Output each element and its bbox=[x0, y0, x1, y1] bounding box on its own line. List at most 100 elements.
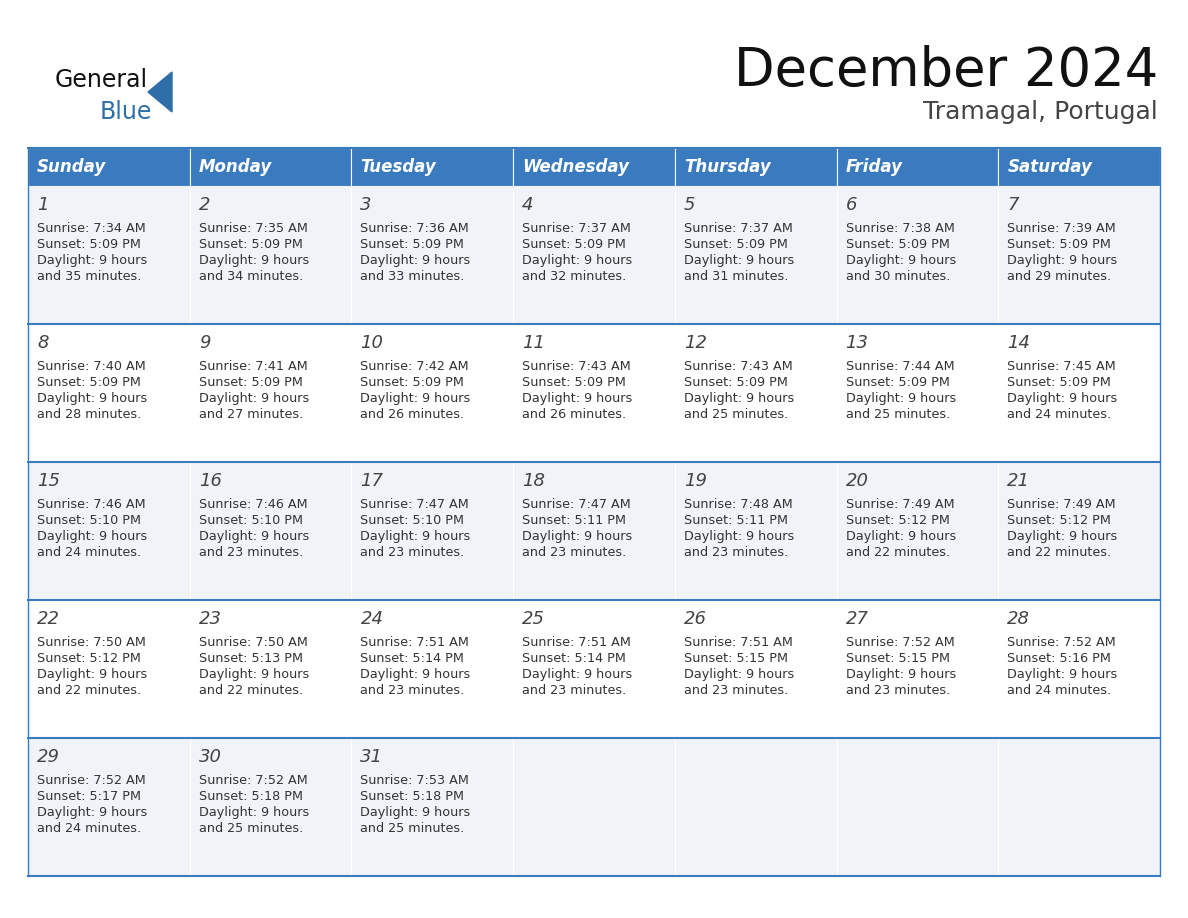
Text: and 26 minutes.: and 26 minutes. bbox=[523, 408, 626, 421]
Text: Sunset: 5:12 PM: Sunset: 5:12 PM bbox=[846, 514, 949, 527]
Text: and 25 minutes.: and 25 minutes. bbox=[684, 408, 788, 421]
Text: Daylight: 9 hours: Daylight: 9 hours bbox=[846, 392, 956, 405]
Text: and 23 minutes.: and 23 minutes. bbox=[684, 546, 788, 559]
Text: Sunrise: 7:51 AM: Sunrise: 7:51 AM bbox=[523, 636, 631, 649]
Bar bbox=[190, 148, 352, 186]
Text: 7: 7 bbox=[1007, 196, 1019, 214]
Text: 19: 19 bbox=[684, 472, 707, 490]
Text: Daylight: 9 hours: Daylight: 9 hours bbox=[846, 254, 956, 267]
Text: and 24 minutes.: and 24 minutes. bbox=[37, 822, 141, 835]
Text: 5: 5 bbox=[684, 196, 695, 214]
Text: 6: 6 bbox=[846, 196, 857, 214]
Text: Sunset: 5:09 PM: Sunset: 5:09 PM bbox=[360, 376, 465, 389]
Text: Sunrise: 7:51 AM: Sunrise: 7:51 AM bbox=[684, 636, 792, 649]
Text: and 25 minutes.: and 25 minutes. bbox=[360, 822, 465, 835]
Text: 22: 22 bbox=[37, 610, 61, 628]
Text: Sunset: 5:12 PM: Sunset: 5:12 PM bbox=[1007, 514, 1111, 527]
Text: and 23 minutes.: and 23 minutes. bbox=[684, 684, 788, 697]
Text: Sunset: 5:14 PM: Sunset: 5:14 PM bbox=[360, 652, 465, 665]
Text: 15: 15 bbox=[37, 472, 61, 490]
Text: Daylight: 9 hours: Daylight: 9 hours bbox=[1007, 392, 1118, 405]
Text: Sunset: 5:09 PM: Sunset: 5:09 PM bbox=[360, 238, 465, 251]
Text: Daylight: 9 hours: Daylight: 9 hours bbox=[198, 392, 309, 405]
Text: Daylight: 9 hours: Daylight: 9 hours bbox=[846, 668, 956, 681]
Text: 8: 8 bbox=[37, 334, 49, 352]
Text: and 34 minutes.: and 34 minutes. bbox=[198, 270, 303, 283]
Text: Sunrise: 7:34 AM: Sunrise: 7:34 AM bbox=[37, 222, 146, 235]
Text: and 28 minutes.: and 28 minutes. bbox=[37, 408, 141, 421]
Text: Daylight: 9 hours: Daylight: 9 hours bbox=[360, 254, 470, 267]
Text: Sunset: 5:11 PM: Sunset: 5:11 PM bbox=[684, 514, 788, 527]
Text: Daylight: 9 hours: Daylight: 9 hours bbox=[1007, 668, 1118, 681]
Text: Sunset: 5:09 PM: Sunset: 5:09 PM bbox=[37, 238, 141, 251]
Text: and 25 minutes.: and 25 minutes. bbox=[846, 408, 950, 421]
Text: Sunrise: 7:40 AM: Sunrise: 7:40 AM bbox=[37, 360, 146, 373]
Text: Sunrise: 7:43 AM: Sunrise: 7:43 AM bbox=[684, 360, 792, 373]
Text: Sunrise: 7:45 AM: Sunrise: 7:45 AM bbox=[1007, 360, 1116, 373]
Text: 3: 3 bbox=[360, 196, 372, 214]
Text: and 24 minutes.: and 24 minutes. bbox=[1007, 408, 1112, 421]
Text: and 25 minutes.: and 25 minutes. bbox=[198, 822, 303, 835]
Text: Sunrise: 7:52 AM: Sunrise: 7:52 AM bbox=[846, 636, 954, 649]
Text: and 23 minutes.: and 23 minutes. bbox=[198, 546, 303, 559]
Text: Sunrise: 7:52 AM: Sunrise: 7:52 AM bbox=[37, 774, 146, 787]
Text: Sunset: 5:09 PM: Sunset: 5:09 PM bbox=[37, 376, 141, 389]
Text: Daylight: 9 hours: Daylight: 9 hours bbox=[684, 668, 794, 681]
Bar bbox=[29, 600, 1159, 738]
Text: 21: 21 bbox=[1007, 472, 1030, 490]
Text: Sunrise: 7:46 AM: Sunrise: 7:46 AM bbox=[198, 498, 308, 511]
Text: 2: 2 bbox=[198, 196, 210, 214]
Text: Daylight: 9 hours: Daylight: 9 hours bbox=[1007, 254, 1118, 267]
Text: Daylight: 9 hours: Daylight: 9 hours bbox=[1007, 530, 1118, 543]
Text: Sunrise: 7:47 AM: Sunrise: 7:47 AM bbox=[360, 498, 469, 511]
Text: Daylight: 9 hours: Daylight: 9 hours bbox=[360, 392, 470, 405]
Text: Sunrise: 7:48 AM: Sunrise: 7:48 AM bbox=[684, 498, 792, 511]
Text: 4: 4 bbox=[523, 196, 533, 214]
Text: Sunset: 5:09 PM: Sunset: 5:09 PM bbox=[1007, 238, 1111, 251]
Bar bbox=[29, 462, 1159, 600]
Text: and 22 minutes.: and 22 minutes. bbox=[37, 684, 141, 697]
Text: Sunset: 5:12 PM: Sunset: 5:12 PM bbox=[37, 652, 141, 665]
Text: Daylight: 9 hours: Daylight: 9 hours bbox=[360, 806, 470, 819]
Text: Sunrise: 7:41 AM: Sunrise: 7:41 AM bbox=[198, 360, 308, 373]
Text: and 29 minutes.: and 29 minutes. bbox=[1007, 270, 1112, 283]
Text: Sunrise: 7:52 AM: Sunrise: 7:52 AM bbox=[198, 774, 308, 787]
Text: 26: 26 bbox=[684, 610, 707, 628]
Bar bbox=[836, 148, 998, 186]
Text: 28: 28 bbox=[1007, 610, 1030, 628]
Bar bbox=[675, 148, 836, 186]
Text: 12: 12 bbox=[684, 334, 707, 352]
Text: Sunset: 5:15 PM: Sunset: 5:15 PM bbox=[846, 652, 949, 665]
Text: 18: 18 bbox=[523, 472, 545, 490]
Text: Daylight: 9 hours: Daylight: 9 hours bbox=[198, 254, 309, 267]
Text: Sunrise: 7:38 AM: Sunrise: 7:38 AM bbox=[846, 222, 954, 235]
Text: Sunrise: 7:49 AM: Sunrise: 7:49 AM bbox=[846, 498, 954, 511]
Text: Sunset: 5:14 PM: Sunset: 5:14 PM bbox=[523, 652, 626, 665]
Text: Sunrise: 7:47 AM: Sunrise: 7:47 AM bbox=[523, 498, 631, 511]
Text: Sunset: 5:09 PM: Sunset: 5:09 PM bbox=[1007, 376, 1111, 389]
Text: 14: 14 bbox=[1007, 334, 1030, 352]
Text: 11: 11 bbox=[523, 334, 545, 352]
Text: Sunset: 5:15 PM: Sunset: 5:15 PM bbox=[684, 652, 788, 665]
Text: and 23 minutes.: and 23 minutes. bbox=[360, 684, 465, 697]
Text: 31: 31 bbox=[360, 748, 384, 766]
Text: and 23 minutes.: and 23 minutes. bbox=[846, 684, 950, 697]
Text: Daylight: 9 hours: Daylight: 9 hours bbox=[523, 392, 632, 405]
Text: 10: 10 bbox=[360, 334, 384, 352]
Text: 25: 25 bbox=[523, 610, 545, 628]
Text: and 22 minutes.: and 22 minutes. bbox=[198, 684, 303, 697]
Text: 29: 29 bbox=[37, 748, 61, 766]
Text: and 24 minutes.: and 24 minutes. bbox=[37, 546, 141, 559]
Text: Sunset: 5:09 PM: Sunset: 5:09 PM bbox=[846, 376, 949, 389]
Text: Sunrise: 7:49 AM: Sunrise: 7:49 AM bbox=[1007, 498, 1116, 511]
Text: Sunday: Sunday bbox=[37, 158, 106, 176]
Text: Sunrise: 7:50 AM: Sunrise: 7:50 AM bbox=[198, 636, 308, 649]
Bar bbox=[352, 148, 513, 186]
Text: Monday: Monday bbox=[198, 158, 272, 176]
Text: Daylight: 9 hours: Daylight: 9 hours bbox=[523, 668, 632, 681]
Text: Sunrise: 7:50 AM: Sunrise: 7:50 AM bbox=[37, 636, 146, 649]
Polygon shape bbox=[148, 72, 172, 112]
Bar bbox=[513, 148, 675, 186]
Text: Sunrise: 7:43 AM: Sunrise: 7:43 AM bbox=[523, 360, 631, 373]
Text: Daylight: 9 hours: Daylight: 9 hours bbox=[360, 530, 470, 543]
